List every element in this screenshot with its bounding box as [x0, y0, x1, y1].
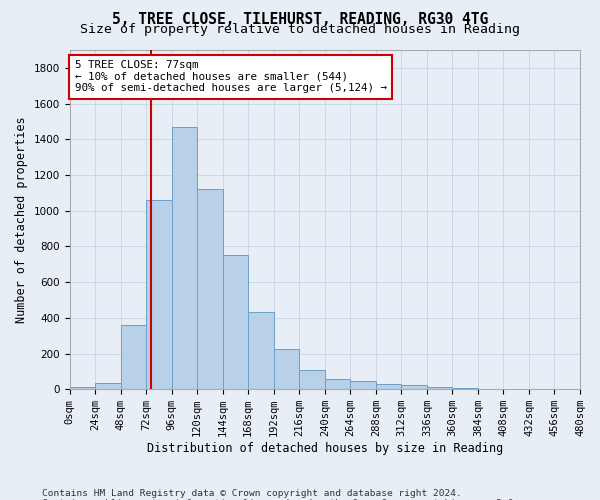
Text: Contains public sector information licensed under the Open Government Licence v3: Contains public sector information licen… [42, 498, 519, 500]
Bar [325, 380, 350, 389]
Bar [299, 370, 325, 389]
Text: 5, TREE CLOSE, TILEHURST, READING, RG30 4TG: 5, TREE CLOSE, TILEHURST, READING, RG30 … [112, 12, 488, 28]
Bar [146, 200, 172, 389]
Bar [274, 349, 299, 389]
Text: 5 TREE CLOSE: 77sqm
← 10% of detached houses are smaller (544)
90% of semi-detac: 5 TREE CLOSE: 77sqm ← 10% of detached ho… [74, 60, 386, 94]
Bar [95, 383, 121, 389]
Bar [223, 256, 248, 389]
Text: Size of property relative to detached houses in Reading: Size of property relative to detached ho… [80, 22, 520, 36]
Bar [248, 312, 274, 389]
Text: Contains HM Land Registry data © Crown copyright and database right 2024.: Contains HM Land Registry data © Crown c… [42, 488, 462, 498]
Y-axis label: Number of detached properties: Number of detached properties [15, 116, 28, 323]
Bar [121, 325, 146, 389]
Bar [197, 190, 223, 389]
Bar [70, 388, 95, 389]
Bar [452, 388, 478, 389]
Bar [350, 381, 376, 389]
Bar [172, 127, 197, 389]
Bar [376, 384, 401, 389]
Bar [401, 386, 427, 389]
Bar [478, 388, 503, 389]
X-axis label: Distribution of detached houses by size in Reading: Distribution of detached houses by size … [146, 442, 503, 455]
Bar [427, 387, 452, 389]
